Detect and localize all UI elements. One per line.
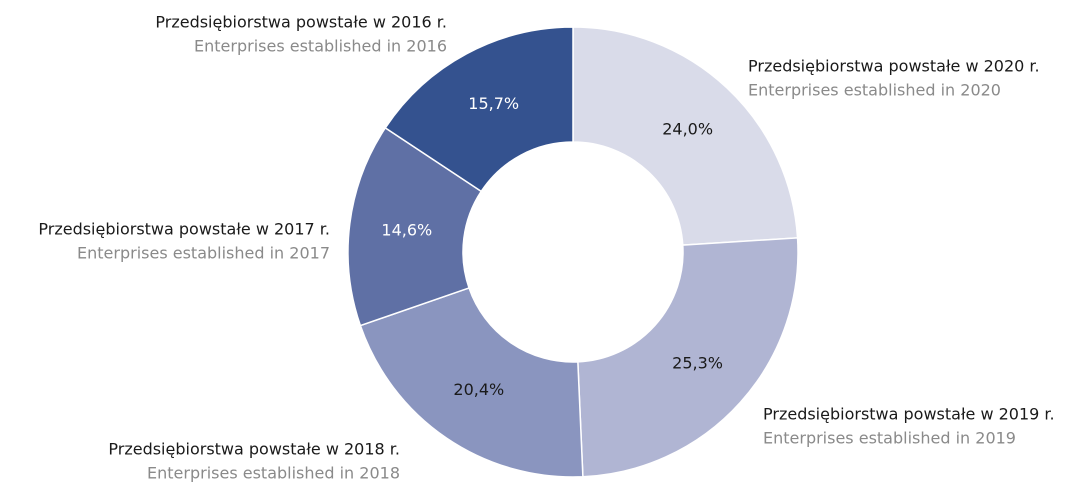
value-label: 20,4% — [453, 380, 504, 399]
donut-slice — [359, 287, 584, 478]
category-label-en: Enterprises established in 2019 — [763, 429, 1016, 448]
donut-slice — [347, 126, 483, 327]
category-label: Przedsiębiorstwa powstałe w 2019 r. — [763, 405, 1055, 424]
category-label-en: Enterprises established in 2018 — [147, 464, 400, 482]
value-label: 15,7% — [468, 94, 519, 113]
donut-slice — [572, 26, 799, 246]
category-label: Przedsiębiorstwa powstałe w 2017 r. — [38, 220, 330, 239]
category-label: Przedsiębiorstwa powstałe w 2020 r. — [748, 57, 1040, 76]
category-label-en: Enterprises established in 2020 — [748, 81, 1001, 100]
value-label: 14,6% — [381, 221, 432, 240]
donut-slice — [577, 237, 799, 478]
value-label: 24,0% — [662, 119, 713, 138]
category-label-en: Enterprises established in 2017 — [77, 244, 330, 263]
category-label: Przedsiębiorstwa powstałe w 2016 r. — [155, 13, 447, 32]
donut-slice — [384, 26, 574, 193]
value-label: 25,3% — [672, 353, 723, 372]
category-label: Przedsiębiorstwa powstałe w 2018 r. — [108, 440, 400, 459]
category-label-en: Enterprises established in 2016 — [194, 37, 447, 56]
